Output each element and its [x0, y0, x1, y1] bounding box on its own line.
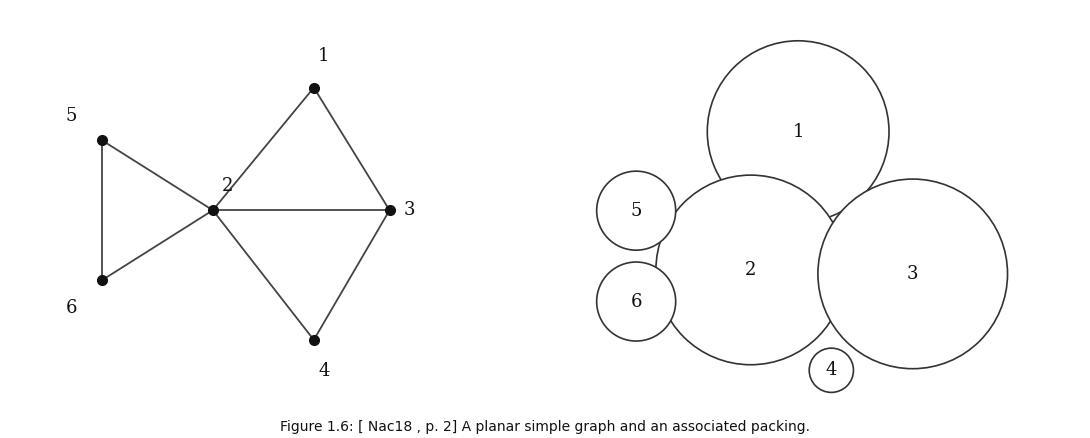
Text: 4: 4	[825, 361, 837, 379]
Circle shape	[809, 348, 853, 392]
Text: 2: 2	[746, 261, 756, 279]
Text: 1: 1	[318, 47, 329, 65]
Circle shape	[818, 179, 1007, 369]
Circle shape	[656, 175, 846, 365]
Text: 3: 3	[404, 201, 415, 219]
Text: 5: 5	[630, 201, 642, 220]
Circle shape	[596, 171, 676, 250]
Text: 3: 3	[907, 265, 919, 283]
Text: 4: 4	[318, 362, 329, 381]
Text: Figure 1.6: [ Nac18 , p. 2] A planar simple graph and an associated packing.: Figure 1.6: [ Nac18 , p. 2] A planar sim…	[280, 420, 810, 434]
Text: 6: 6	[630, 293, 642, 311]
Text: 5: 5	[65, 106, 77, 125]
Circle shape	[707, 41, 889, 223]
Text: 1: 1	[792, 123, 804, 141]
Text: 6: 6	[65, 299, 77, 318]
Circle shape	[596, 262, 676, 341]
Text: 2: 2	[222, 177, 233, 195]
